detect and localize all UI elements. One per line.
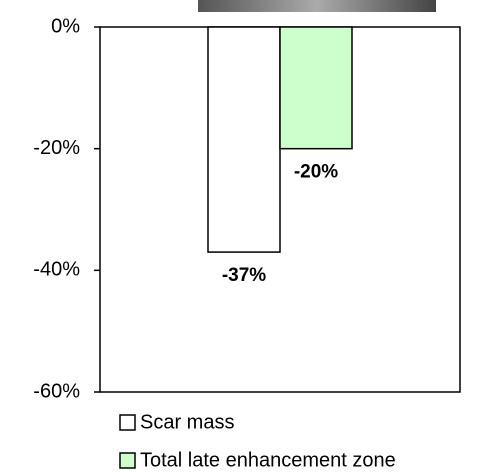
bar [208,27,280,252]
y-tick-label: -60% [33,380,80,402]
y-tick-label: -40% [33,259,80,281]
y-tick-label: -20% [33,137,80,159]
legend-swatch [120,415,135,430]
bar [280,27,352,149]
legend-label: Scar mass [140,411,234,433]
image-strip [198,0,436,12]
y-tick-label: 0% [51,15,80,37]
value-label: -20% [294,162,338,183]
chart: 0% -20% -40% -60% -37% -20% Scar mass Total lat… [0,0,490,474]
legend-swatch [120,453,135,468]
legend-label: Total late enhancement zone [140,449,396,471]
value-label: -37% [222,265,266,286]
